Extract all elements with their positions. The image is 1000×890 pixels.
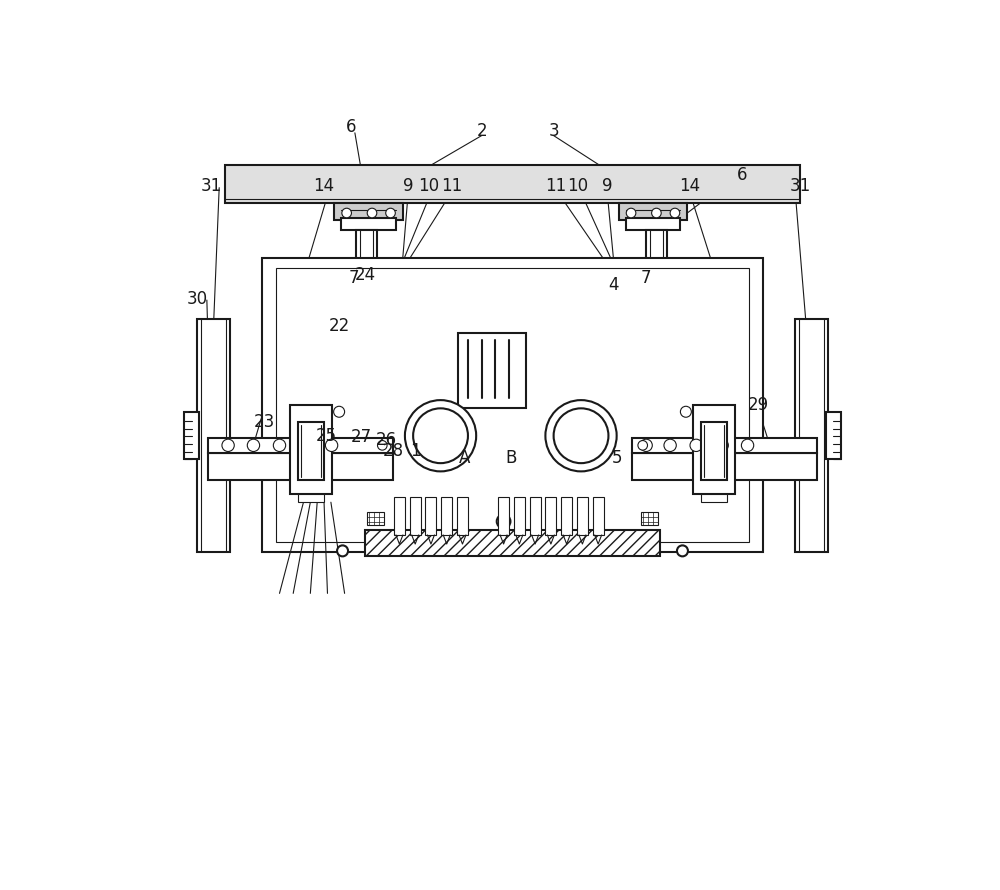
Bar <box>425 498 436 535</box>
Bar <box>701 422 727 481</box>
Bar <box>458 333 526 409</box>
Bar <box>561 498 572 535</box>
Circle shape <box>273 439 286 451</box>
Circle shape <box>664 439 676 451</box>
Circle shape <box>680 406 691 417</box>
Bar <box>826 412 841 459</box>
Bar <box>356 231 377 436</box>
Bar <box>410 498 421 535</box>
Circle shape <box>670 208 680 218</box>
Bar <box>367 513 384 525</box>
Bar <box>225 165 800 203</box>
Circle shape <box>640 439 652 451</box>
Bar <box>208 453 393 481</box>
Circle shape <box>299 439 312 451</box>
Text: 14: 14 <box>313 176 334 195</box>
Text: 26: 26 <box>376 431 397 449</box>
Circle shape <box>554 409 608 463</box>
Text: 6: 6 <box>346 118 357 136</box>
Text: 11: 11 <box>442 176 463 195</box>
Text: 23: 23 <box>254 413 275 431</box>
Bar <box>394 498 405 535</box>
Text: 31: 31 <box>200 176 222 195</box>
Text: 6: 6 <box>737 166 747 184</box>
Circle shape <box>652 208 661 218</box>
Text: 10: 10 <box>567 176 588 195</box>
Bar <box>290 405 332 494</box>
Circle shape <box>334 406 345 417</box>
Text: 4: 4 <box>609 276 619 294</box>
Text: 28: 28 <box>383 441 404 460</box>
Text: 31: 31 <box>790 176 811 195</box>
Text: 3: 3 <box>548 122 559 140</box>
Circle shape <box>626 208 636 218</box>
Bar <box>298 494 324 502</box>
Text: 29: 29 <box>747 396 768 414</box>
Text: A: A <box>459 449 470 466</box>
Text: 11: 11 <box>545 176 566 195</box>
Circle shape <box>342 208 351 218</box>
Circle shape <box>337 546 348 556</box>
Circle shape <box>413 409 468 463</box>
Bar <box>514 498 525 535</box>
Bar <box>262 257 763 552</box>
Circle shape <box>247 439 260 451</box>
Circle shape <box>545 400 617 472</box>
Bar <box>334 203 403 220</box>
Text: 7: 7 <box>348 269 359 287</box>
Circle shape <box>367 208 377 218</box>
Circle shape <box>690 439 702 451</box>
Text: 22: 22 <box>329 317 350 336</box>
Bar <box>641 513 658 525</box>
Text: 2: 2 <box>476 122 487 140</box>
Circle shape <box>325 439 338 451</box>
Bar <box>498 498 509 535</box>
Circle shape <box>405 400 476 472</box>
Text: 9: 9 <box>403 176 414 195</box>
Text: 14: 14 <box>679 176 700 195</box>
Bar <box>365 530 660 555</box>
Text: 24: 24 <box>355 266 376 284</box>
Bar <box>184 412 199 459</box>
Bar <box>545 498 556 535</box>
Circle shape <box>222 439 234 451</box>
Text: 9: 9 <box>602 176 612 195</box>
Bar <box>593 498 604 535</box>
Bar <box>619 203 687 220</box>
Bar <box>276 268 749 542</box>
Text: 30: 30 <box>187 289 208 308</box>
Text: 5: 5 <box>611 449 622 466</box>
Bar <box>341 218 396 231</box>
Text: 27: 27 <box>351 428 372 446</box>
Text: B: B <box>505 449 517 466</box>
Bar <box>577 498 588 535</box>
Text: 10: 10 <box>418 176 439 195</box>
Bar <box>298 422 324 481</box>
Circle shape <box>386 208 395 218</box>
Bar <box>632 438 817 453</box>
Bar <box>693 405 735 494</box>
Circle shape <box>716 439 728 451</box>
Text: 7: 7 <box>641 269 651 287</box>
Circle shape <box>638 441 648 450</box>
Bar <box>646 231 667 436</box>
Text: 25: 25 <box>316 426 337 445</box>
Circle shape <box>677 546 688 556</box>
Bar <box>457 498 468 535</box>
Bar <box>208 438 393 453</box>
Bar <box>632 453 817 481</box>
Bar <box>197 320 230 552</box>
Bar <box>441 498 452 535</box>
Circle shape <box>741 439 754 451</box>
Text: 1: 1 <box>410 441 420 460</box>
Bar <box>701 494 727 502</box>
Bar <box>795 320 828 552</box>
Circle shape <box>377 441 387 450</box>
Circle shape <box>497 514 510 529</box>
Bar <box>626 218 680 231</box>
Bar <box>530 498 541 535</box>
